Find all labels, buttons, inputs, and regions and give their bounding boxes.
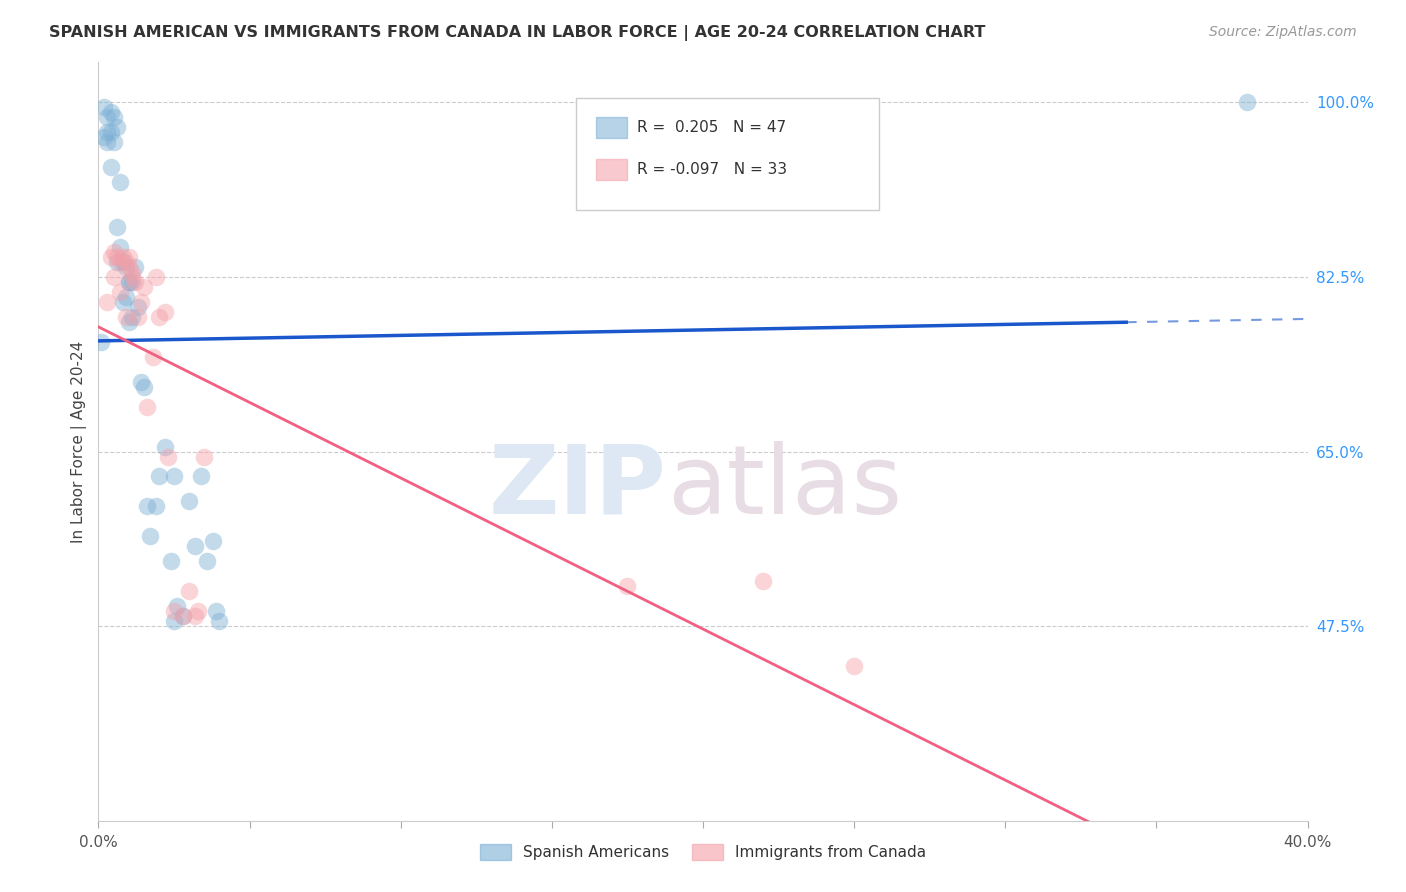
Legend: Spanish Americans, Immigrants from Canada: Spanish Americans, Immigrants from Canad… <box>474 838 932 866</box>
Point <box>163 604 186 618</box>
Point <box>202 534 225 549</box>
Point <box>103 244 125 259</box>
Point <box>153 440 176 454</box>
Point <box>148 469 170 483</box>
Point <box>179 494 201 508</box>
Point <box>127 300 149 314</box>
Point <box>172 609 194 624</box>
Point <box>844 659 866 673</box>
Point <box>93 100 115 114</box>
Point <box>114 260 136 274</box>
Point <box>114 310 136 324</box>
Point <box>132 280 155 294</box>
Point <box>90 334 112 349</box>
Point <box>166 599 188 614</box>
Point <box>114 290 136 304</box>
Point <box>135 400 157 414</box>
Point <box>118 250 141 264</box>
Point <box>111 255 134 269</box>
Point <box>118 275 141 289</box>
Point <box>124 275 146 289</box>
Point <box>96 294 118 309</box>
Point <box>187 604 209 618</box>
Point <box>105 220 128 235</box>
Point <box>193 450 215 464</box>
Text: ZIP: ZIP <box>489 441 666 533</box>
Point <box>96 135 118 149</box>
Point <box>752 574 775 589</box>
Point <box>108 175 131 189</box>
Point <box>127 310 149 324</box>
Point <box>132 379 155 393</box>
Point <box>121 265 143 279</box>
Point <box>105 120 128 135</box>
Point <box>108 255 131 269</box>
Point <box>111 250 134 264</box>
Point <box>172 609 194 624</box>
Point <box>616 579 638 593</box>
Point <box>103 135 125 149</box>
Point <box>96 125 118 139</box>
Point <box>163 614 186 628</box>
Point <box>105 250 128 264</box>
Point <box>118 260 141 274</box>
Point <box>184 539 207 553</box>
Point <box>118 275 141 289</box>
Point <box>105 255 128 269</box>
Text: Source: ZipAtlas.com: Source: ZipAtlas.com <box>1209 25 1357 39</box>
Point <box>153 305 176 319</box>
Point <box>163 469 186 483</box>
Point <box>129 294 152 309</box>
Point <box>139 529 162 543</box>
Point <box>145 269 167 284</box>
Text: R = -0.097   N = 33: R = -0.097 N = 33 <box>637 162 787 177</box>
Point <box>184 609 207 624</box>
Text: SPANISH AMERICAN VS IMMIGRANTS FROM CANADA IN LABOR FORCE | AGE 20-24 CORRELATIO: SPANISH AMERICAN VS IMMIGRANTS FROM CANA… <box>49 25 986 41</box>
Point <box>121 310 143 324</box>
Y-axis label: In Labor Force | Age 20-24: In Labor Force | Age 20-24 <box>72 341 87 542</box>
Point <box>160 554 183 568</box>
Point <box>121 269 143 284</box>
Point <box>100 160 122 174</box>
Point <box>103 269 125 284</box>
Point <box>118 315 141 329</box>
Point <box>100 250 122 264</box>
Point <box>195 554 218 568</box>
Point <box>111 294 134 309</box>
Point <box>100 125 122 139</box>
Point <box>103 111 125 125</box>
Point <box>121 275 143 289</box>
Point <box>108 285 131 299</box>
Point <box>114 255 136 269</box>
Point <box>100 105 122 120</box>
Point <box>135 500 157 514</box>
Text: atlas: atlas <box>666 441 901 533</box>
Point <box>1236 95 1258 110</box>
Point <box>190 469 212 483</box>
Point <box>205 604 228 618</box>
Point <box>124 260 146 274</box>
Point <box>93 130 115 145</box>
Point <box>148 310 170 324</box>
Point <box>142 350 165 364</box>
Point <box>129 375 152 389</box>
Point <box>156 450 179 464</box>
Point <box>179 584 201 599</box>
Point <box>208 614 231 628</box>
Text: R =  0.205   N = 47: R = 0.205 N = 47 <box>637 120 786 135</box>
Point <box>145 500 167 514</box>
Point <box>108 240 131 254</box>
Point <box>96 111 118 125</box>
